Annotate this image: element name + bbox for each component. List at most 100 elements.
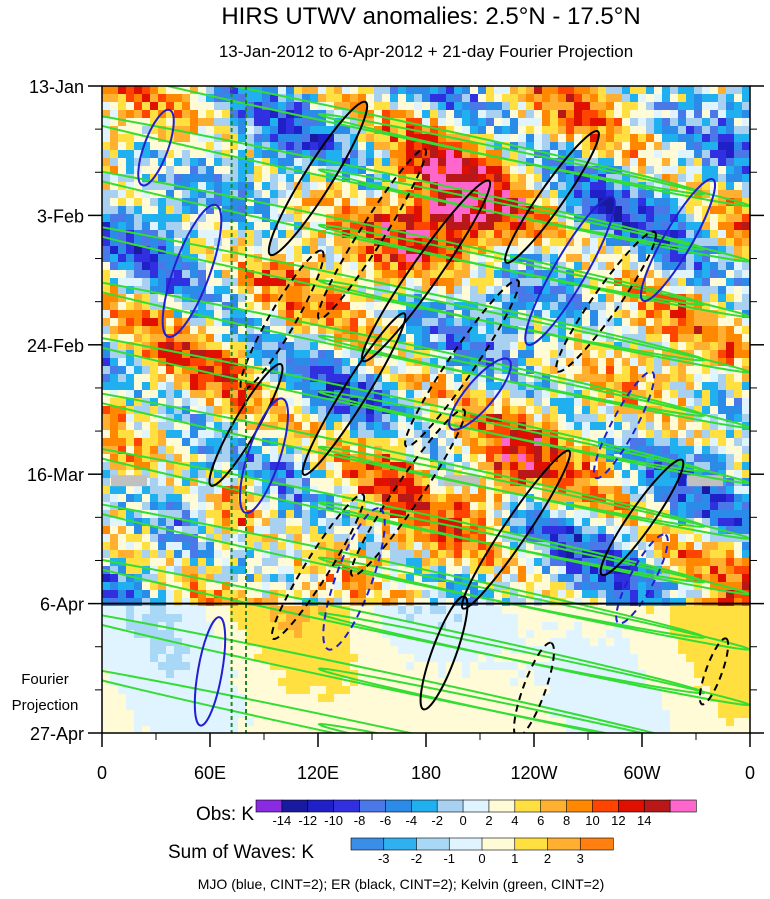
anomaly-cell [646, 190, 655, 199]
anomaly-cell [254, 470, 263, 479]
anomaly-cell [110, 566, 119, 575]
anomaly-cell [470, 398, 479, 407]
anomaly-cell [454, 286, 463, 295]
anomaly-cell [446, 190, 455, 199]
anomaly-cell [478, 382, 487, 391]
anomaly-cell [446, 534, 455, 543]
anomaly-cell [262, 222, 271, 231]
anomaly-cell [134, 102, 143, 111]
anomaly-cell [470, 414, 479, 423]
anomaly-cell [110, 350, 119, 359]
anomaly-cell [302, 542, 311, 551]
anomaly-cell [118, 358, 127, 367]
anomaly-cell [110, 166, 119, 175]
anomaly-cell [694, 206, 703, 215]
anomaly-cell [518, 134, 527, 143]
anomaly-cell [222, 142, 231, 151]
anomaly-cell [206, 494, 215, 503]
anomaly-cell [326, 318, 335, 327]
anomaly-cell [278, 190, 287, 199]
anomaly-cell [366, 326, 375, 335]
anomaly-cell [574, 118, 583, 127]
anomaly-cell [222, 478, 231, 487]
anomaly-cell [142, 414, 151, 423]
anomaly-cell [110, 510, 119, 519]
anomaly-cell [278, 526, 287, 535]
anomaly-cell [398, 414, 407, 423]
anomaly-cell [406, 486, 415, 495]
anomaly-cell [566, 478, 575, 487]
anomaly-cell [366, 134, 375, 143]
anomaly-cell [478, 126, 487, 135]
anomaly-cell [406, 86, 415, 95]
anomaly-cell [742, 126, 750, 135]
anomaly-cell [622, 174, 631, 183]
anomaly-cell [262, 430, 271, 439]
anomaly-cell [694, 134, 703, 143]
anomaly-cell [478, 510, 487, 519]
anomaly-cell [446, 326, 455, 335]
anomaly-cell [166, 326, 175, 335]
anomaly-cell [222, 254, 231, 263]
anomaly-cell [126, 278, 135, 287]
anomaly-cell [230, 94, 239, 103]
anomaly-cell [574, 150, 583, 159]
anomaly-cell [646, 558, 655, 567]
anomaly-cell [494, 358, 503, 367]
anomaly-cell [662, 366, 671, 375]
anomaly-cell [406, 198, 415, 207]
anomaly-cell [382, 270, 391, 279]
anomaly-cell [302, 358, 311, 367]
anomaly-cell [374, 502, 383, 511]
anomaly-cell [446, 302, 455, 311]
anomaly-cell [294, 550, 303, 559]
anomaly-cell [206, 134, 215, 143]
anomaly-cell [350, 414, 359, 423]
anomaly-cell [382, 182, 391, 191]
anomaly-cell [214, 470, 223, 479]
anomaly-cell [710, 374, 719, 383]
anomaly-cell [278, 374, 287, 383]
anomaly-cell [694, 398, 703, 407]
anomaly-cell [358, 342, 367, 351]
anomaly-cell [558, 134, 567, 143]
anomaly-cell [686, 510, 695, 519]
anomaly-cell [734, 566, 743, 575]
anomaly-cell [446, 558, 455, 567]
anomaly-cell [230, 150, 239, 159]
anomaly-cell [726, 150, 735, 159]
anomaly-cell [734, 86, 743, 95]
anomaly-cell [566, 518, 575, 527]
anomaly-cell [246, 358, 255, 367]
anomaly-cell [638, 190, 647, 199]
anomaly-cell [246, 222, 255, 231]
anomaly-cell [102, 286, 111, 295]
anomaly-cell [318, 366, 327, 375]
anomaly-cell [606, 158, 615, 167]
anomaly-cell [310, 86, 319, 95]
anomaly-cell [350, 302, 359, 311]
anomaly-cell [566, 326, 575, 335]
anomaly-cell [222, 222, 231, 231]
anomaly-cell [222, 398, 231, 407]
anomaly-cell [230, 502, 239, 511]
anomaly-cell [158, 142, 167, 151]
anomaly-cell [574, 190, 583, 199]
anomaly-cell [182, 342, 191, 351]
anomaly-cell [614, 102, 623, 111]
anomaly-cell [742, 382, 750, 391]
anomaly-cell [694, 118, 703, 127]
anomaly-cell [382, 470, 391, 479]
anomaly-cell [534, 430, 543, 439]
anomaly-cell [302, 150, 311, 159]
anomaly-cell [206, 446, 215, 455]
anomaly-cell [326, 262, 335, 271]
anomaly-cell [134, 542, 143, 551]
anomaly-cell [214, 438, 223, 447]
anomaly-cell [702, 534, 711, 543]
anomaly-cell [718, 462, 727, 471]
anomaly-cell [222, 158, 231, 167]
anomaly-cell [382, 118, 391, 127]
anomaly-cell [294, 510, 303, 519]
anomaly-cell [742, 342, 750, 351]
